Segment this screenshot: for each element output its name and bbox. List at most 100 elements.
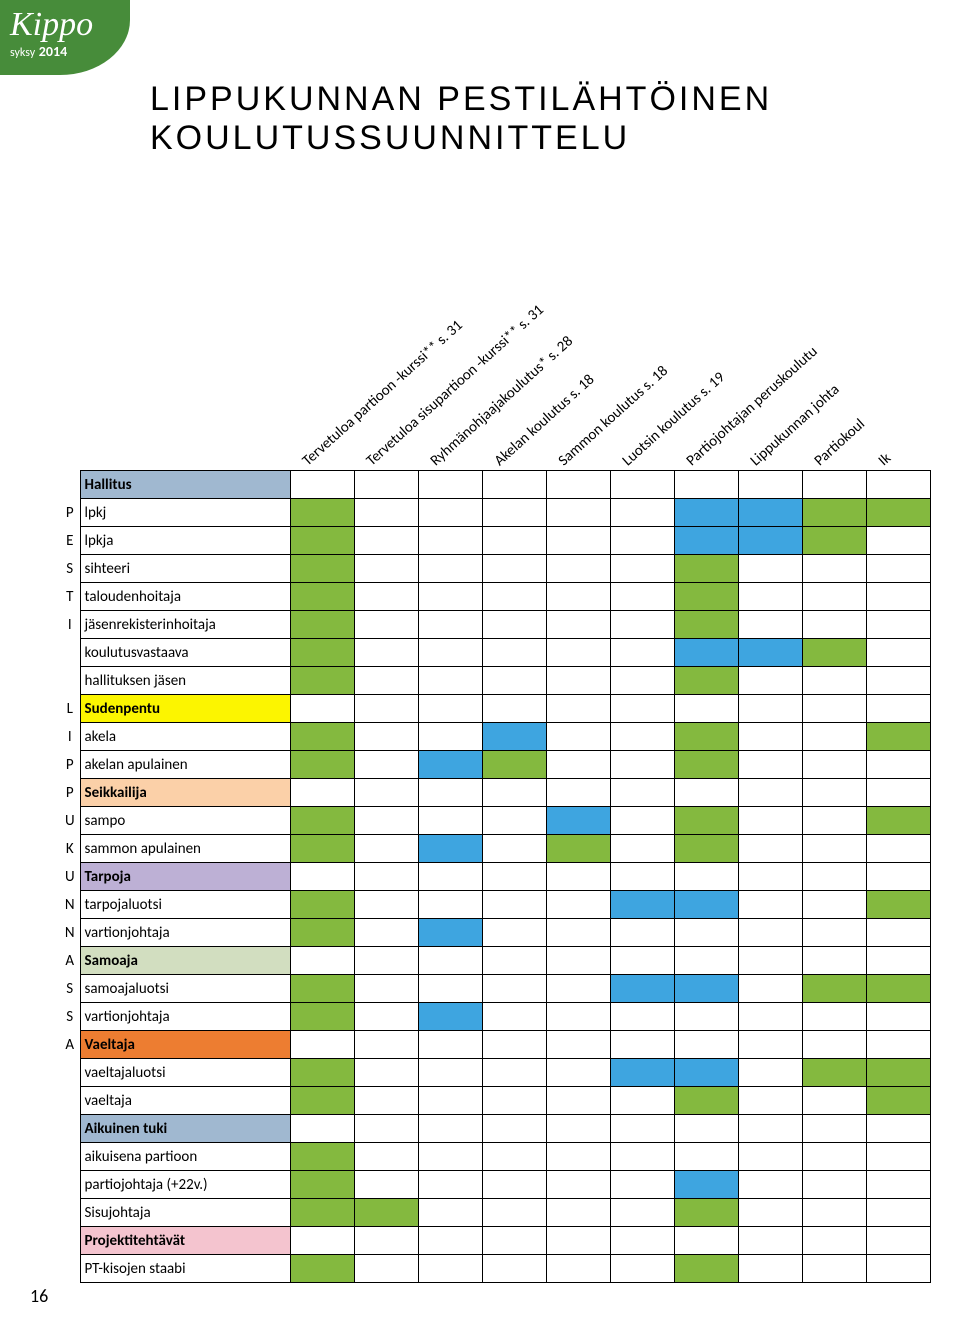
matrix-cell <box>354 1171 418 1199</box>
row-label: sammon apulainen <box>80 835 290 863</box>
matrix-cell <box>482 695 546 723</box>
matrix-cell <box>738 1087 802 1115</box>
matrix-cell <box>482 1059 546 1087</box>
matrix-cell <box>290 723 354 751</box>
row-label: sihteeri <box>80 555 290 583</box>
matrix-cell <box>418 779 482 807</box>
matrix-cell <box>354 1199 418 1227</box>
matrix-row: partiojohtaja (+22v.) <box>60 1171 930 1199</box>
matrix-cell <box>866 723 930 751</box>
matrix-cell <box>674 751 738 779</box>
matrix-cell <box>546 919 610 947</box>
matrix-row: Ssihteeri <box>60 555 930 583</box>
row-letter: P <box>60 499 80 527</box>
matrix-cell <box>674 583 738 611</box>
logo-name: Kippo <box>10 8 120 42</box>
matrix-cell <box>866 611 930 639</box>
row-label: Vaeltaja <box>80 1031 290 1059</box>
matrix-cell <box>418 639 482 667</box>
matrix-cell <box>418 1031 482 1059</box>
matrix-row: Usampo <box>60 807 930 835</box>
matrix-cell <box>482 835 546 863</box>
matrix-cell <box>738 723 802 751</box>
matrix-cell <box>290 975 354 1003</box>
matrix-cell <box>866 919 930 947</box>
matrix-cell <box>546 1115 610 1143</box>
row-letter <box>60 471 80 499</box>
matrix-cell <box>354 919 418 947</box>
logo-year: 2014 <box>39 43 67 60</box>
row-label: akela <box>80 723 290 751</box>
matrix-cell <box>610 639 674 667</box>
matrix-cell <box>738 751 802 779</box>
matrix-cell <box>674 1171 738 1199</box>
matrix-cell <box>674 527 738 555</box>
row-label: sampo <box>80 807 290 835</box>
matrix-cell <box>866 1171 930 1199</box>
matrix-cell <box>418 1003 482 1031</box>
matrix-cell <box>546 835 610 863</box>
matrix-cell <box>482 975 546 1003</box>
title-line-1: LIPPUKUNNAN PESTILÄHTÖINEN <box>150 80 772 119</box>
matrix-cell <box>738 1255 802 1283</box>
matrix-cell <box>674 891 738 919</box>
matrix-cell <box>802 751 866 779</box>
row-letter: E <box>60 527 80 555</box>
matrix-cell <box>482 751 546 779</box>
matrix-cell <box>482 1199 546 1227</box>
matrix-cell <box>354 1227 418 1255</box>
row-letter: P <box>60 751 80 779</box>
matrix-cell <box>354 555 418 583</box>
row-label: Projektitehtävät <box>80 1227 290 1255</box>
row-label: Aikuinen tuki <box>80 1115 290 1143</box>
matrix-cell <box>802 1031 866 1059</box>
matrix-cell <box>290 891 354 919</box>
matrix-cell <box>290 1087 354 1115</box>
matrix-cell <box>290 583 354 611</box>
matrix-row: Sisujohtaja <box>60 1199 930 1227</box>
matrix-cell <box>802 975 866 1003</box>
matrix-row: Hallitus <box>60 471 930 499</box>
matrix-cell <box>674 1003 738 1031</box>
matrix-cell <box>354 975 418 1003</box>
matrix-cell <box>866 527 930 555</box>
matrix-cell <box>482 919 546 947</box>
matrix-cell <box>546 891 610 919</box>
matrix-cell <box>482 667 546 695</box>
matrix-cell <box>866 1255 930 1283</box>
matrix-cell <box>418 695 482 723</box>
matrix-cell <box>482 1171 546 1199</box>
row-label: lpkja <box>80 527 290 555</box>
matrix-cell <box>802 1227 866 1255</box>
matrix-cell <box>354 779 418 807</box>
matrix-cell <box>482 555 546 583</box>
matrix-cell <box>546 1059 610 1087</box>
matrix-cell <box>802 723 866 751</box>
row-label: vaeltajaluotsi <box>80 1059 290 1087</box>
matrix-cell <box>290 751 354 779</box>
row-letter <box>60 667 80 695</box>
row-label: Hallitus <box>80 471 290 499</box>
matrix-cell <box>354 751 418 779</box>
matrix-cell <box>674 807 738 835</box>
row-label: Tarpoja <box>80 863 290 891</box>
row-letter: N <box>60 891 80 919</box>
matrix-cell <box>610 1199 674 1227</box>
matrix-cell <box>290 499 354 527</box>
matrix-cell <box>738 835 802 863</box>
matrix-cell <box>482 1115 546 1143</box>
matrix-cell <box>674 695 738 723</box>
matrix-cell <box>290 1255 354 1283</box>
matrix-row: Ijäsenrekisterinhoitaja <box>60 611 930 639</box>
matrix-cell <box>418 1171 482 1199</box>
row-letter: P <box>60 779 80 807</box>
matrix-cell <box>546 1143 610 1171</box>
matrix-cell <box>418 1143 482 1171</box>
matrix-row: LSudenpentu <box>60 695 930 723</box>
matrix-cell <box>546 1003 610 1031</box>
matrix-cell <box>482 891 546 919</box>
matrix-cell <box>354 527 418 555</box>
matrix-cell <box>610 555 674 583</box>
matrix-cell <box>482 779 546 807</box>
matrix-row: Svartionjohtaja <box>60 1003 930 1031</box>
